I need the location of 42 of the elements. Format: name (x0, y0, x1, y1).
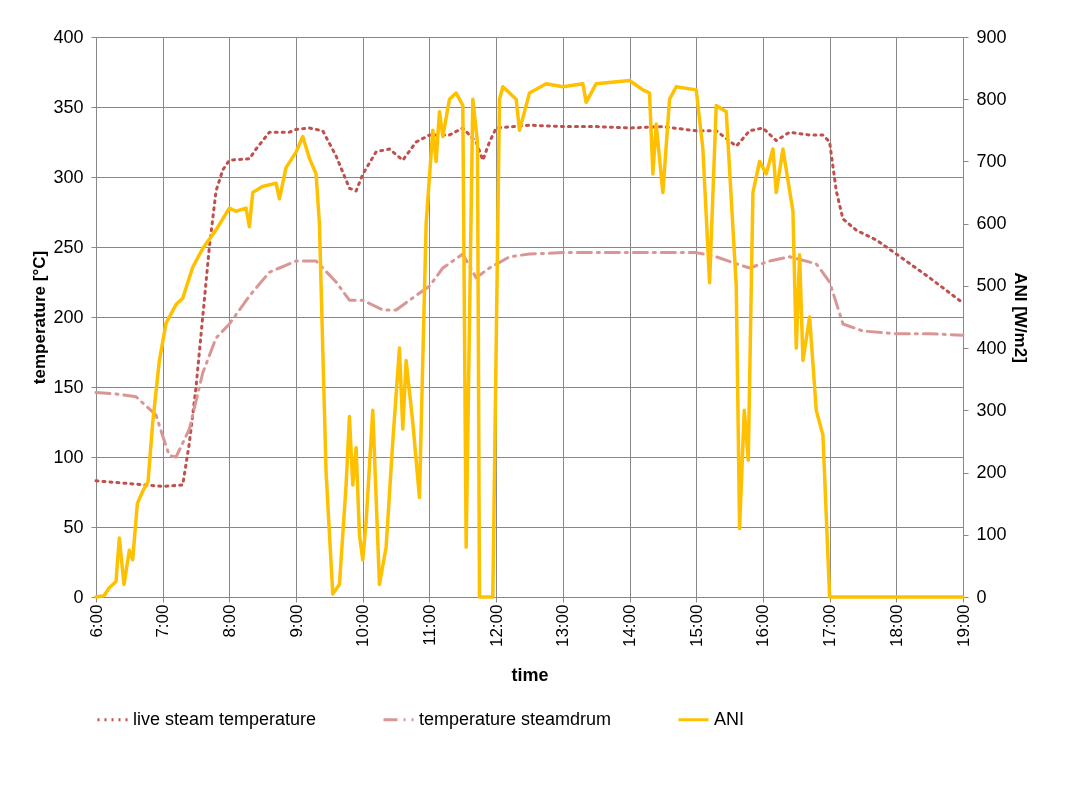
y-tick-label: 350 (53, 96, 84, 117)
y-tick-label: 300 (53, 166, 84, 187)
y2-tick-label: 600 (976, 213, 1007, 234)
y-tick-label: 50 (63, 516, 84, 537)
x-tick-label: 15:00 (686, 604, 706, 648)
y2-tick-label: 0 (976, 586, 987, 607)
y2-tick-label: 800 (976, 88, 1007, 109)
x-tick-label: 6:00 (86, 604, 106, 638)
line-series (94, 251, 965, 459)
y2-tick-label: 700 (976, 150, 1007, 171)
x-tick-label: 11:00 (419, 604, 439, 646)
y2-tick-label: 500 (976, 275, 1007, 296)
y-tick-label: 250 (53, 236, 84, 257)
y-tick-label: 150 (53, 376, 84, 397)
x-tick-label: 14:00 (620, 604, 640, 648)
y-tick-label: 0 (73, 586, 84, 607)
x-tick-label: 19:00 (953, 604, 973, 648)
x-axis-title: time (511, 665, 549, 686)
x-tick-label: 13:00 (553, 604, 573, 648)
legend-label: ANI (714, 708, 745, 729)
line-series (94, 78, 965, 599)
y2-tick-label: 300 (976, 399, 1007, 420)
legend-label: temperature steamdrum (419, 708, 612, 729)
x-tick-label: 16:00 (753, 604, 773, 648)
x-tick-label: 18:00 (886, 604, 906, 648)
x-tick-label: 8:00 (219, 604, 239, 638)
y2-tick-label: 200 (976, 462, 1007, 483)
y-axis-title: temperature [°C] (30, 250, 50, 385)
y2-tick-label: 900 (976, 26, 1007, 47)
line-series (94, 123, 965, 488)
y-tick-label: 400 (53, 26, 84, 47)
y-tick-label: 100 (53, 446, 84, 467)
x-tick-label: 17:00 (820, 604, 840, 648)
y-tick-label: 200 (53, 306, 84, 327)
x-tick-label: 10:00 (353, 604, 373, 648)
y2-tick-label: 100 (976, 524, 1007, 545)
y2-tick-label: 400 (976, 337, 1007, 358)
x-tick-label: 12:00 (486, 604, 506, 648)
legend-label: live steam temperature (133, 708, 317, 729)
x-tick-label: 7:00 (153, 604, 173, 638)
x-tick-label: 9:00 (286, 604, 306, 638)
y2-axis-title: ANI [W/m2] (1010, 272, 1030, 363)
